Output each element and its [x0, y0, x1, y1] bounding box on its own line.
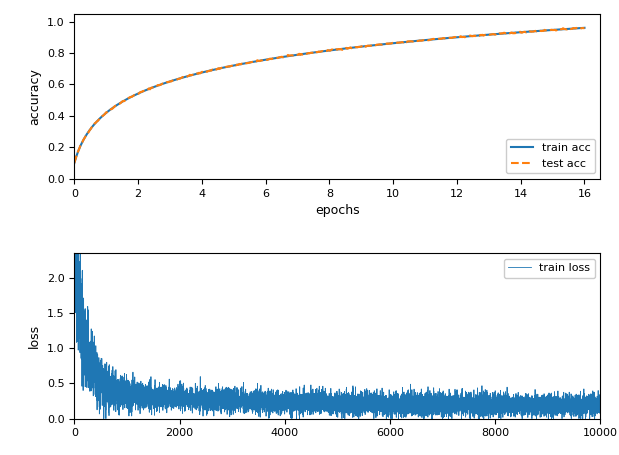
train acc	[313, 50, 320, 55]
X-axis label: epochs: epochs	[315, 204, 360, 217]
Line: test acc: test acc	[74, 28, 584, 163]
test acc	[568, 26, 576, 32]
test acc	[313, 49, 320, 55]
train loss	[328, 412, 335, 418]
train loss	[100, 416, 108, 421]
train acc	[71, 161, 78, 166]
train loss	[174, 391, 181, 396]
Legend: train loss: train loss	[504, 259, 595, 278]
test acc	[316, 49, 323, 55]
train loss	[71, 240, 78, 246]
train acc	[489, 31, 496, 37]
Line: train loss: train loss	[74, 243, 600, 419]
test acc	[347, 45, 354, 50]
train acc	[347, 45, 354, 51]
Line: train acc: train acc	[74, 28, 584, 163]
train loss	[102, 381, 110, 387]
train loss	[73, 294, 80, 299]
train loss	[569, 408, 576, 413]
test acc	[576, 25, 583, 30]
test acc	[374, 42, 382, 47]
train acc	[568, 26, 576, 31]
train loss	[92, 376, 100, 382]
test acc	[71, 160, 78, 166]
test acc	[489, 31, 496, 37]
train loss	[597, 402, 604, 407]
train acc	[316, 49, 323, 55]
Y-axis label: accuracy: accuracy	[28, 68, 41, 125]
test acc	[581, 25, 588, 31]
Legend: train acc, test acc: train acc, test acc	[506, 139, 595, 173]
Y-axis label: loss: loss	[28, 324, 41, 348]
train acc	[581, 25, 588, 30]
train acc	[374, 42, 382, 47]
